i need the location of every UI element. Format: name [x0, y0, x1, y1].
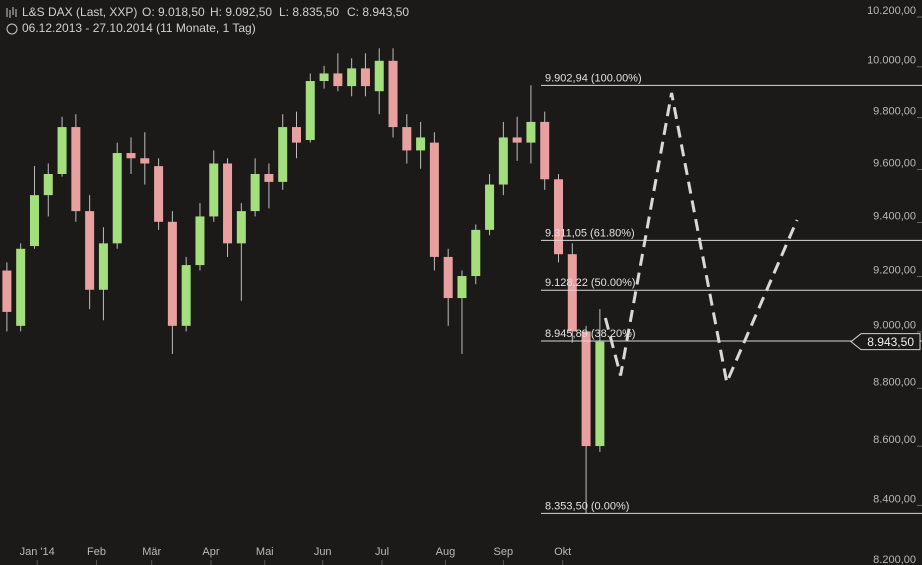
- y-tick-label: 9.000,00: [873, 320, 916, 332]
- candle-body: [416, 137, 426, 151]
- candle-body: [305, 81, 315, 141]
- clock-icon: [6, 23, 18, 35]
- candle-body: [457, 276, 467, 299]
- candle-body: [595, 341, 605, 447]
- candle-body: [85, 211, 95, 290]
- candle-body: [374, 60, 384, 92]
- y-tick-label: 8.200,00: [873, 554, 916, 565]
- y-tick-label: 8.600,00: [873, 434, 916, 446]
- candle-body: [443, 256, 453, 299]
- candle-body: [181, 265, 191, 326]
- y-tick-label: 8.400,00: [873, 493, 916, 505]
- candle-body: [43, 173, 53, 196]
- x-tick-label: Jul: [375, 546, 389, 558]
- ohlc-open: O: 9.018,50: [142, 5, 205, 19]
- x-tick-label: Feb: [87, 546, 106, 558]
- candle-body: [319, 73, 329, 82]
- candle-body: [264, 173, 274, 182]
- x-tick-label: Okt: [554, 546, 571, 558]
- candle-body: [485, 184, 495, 230]
- y-tick-label: 9.600,00: [873, 157, 916, 169]
- projection-line: [603, 92, 799, 388]
- x-tick-label: Aug: [436, 546, 456, 558]
- candle-body: [526, 121, 536, 143]
- ohlc-high: H: 9.092,50: [210, 5, 272, 19]
- x-tick-label: Apr: [202, 546, 219, 558]
- candle-body: [471, 229, 481, 277]
- fib-label: 8.353,50 (0.00%): [545, 500, 629, 512]
- candle-body: [429, 142, 439, 257]
- x-tick-label: Sep: [494, 546, 514, 558]
- candle-body: [540, 121, 550, 180]
- x-tick-label: Jan '14: [20, 546, 55, 558]
- candle-body: [278, 127, 288, 182]
- candle-body: [112, 153, 122, 244]
- x-tick-label: Jun: [314, 546, 332, 558]
- candle-body: [57, 127, 67, 174]
- x-tick-label: Mai: [256, 546, 274, 558]
- candle-body: [567, 254, 577, 332]
- candle-body: [388, 60, 398, 128]
- candle-body: [402, 127, 412, 151]
- candle-body: [498, 137, 508, 185]
- fib-label: 9.902,94 (100.00%): [545, 72, 642, 84]
- candle-body: [167, 221, 177, 326]
- candle-body: [291, 127, 301, 143]
- candle-body: [126, 153, 136, 159]
- candle-body: [140, 158, 150, 164]
- y-tick-label: 9.400,00: [873, 210, 916, 222]
- candle-body: [71, 127, 81, 212]
- candle-body: [16, 248, 26, 326]
- candle-body: [29, 195, 39, 247]
- candle-body: [98, 243, 108, 290]
- candle-body: [154, 166, 164, 222]
- y-tick-label: 10.200,00: [867, 5, 916, 17]
- last-price-marker: [850, 333, 921, 351]
- candle-body: [554, 179, 564, 255]
- candle-body: [581, 331, 591, 447]
- ohlc-close: C: 8.943,50: [347, 5, 409, 19]
- y-tick-label: 9.200,00: [873, 264, 916, 276]
- chart-subtitle: 06.12.2013 - 27.10.2014 (11 Monate, 1 Ta…: [22, 21, 256, 35]
- fib-label: 9.311,05 (61.80%): [545, 227, 635, 239]
- ohlc-low: L: 8.835,50: [279, 5, 339, 19]
- candle-body: [195, 216, 205, 266]
- candle-body: [223, 163, 233, 244]
- candle-body: [333, 73, 343, 87]
- last-price-label: 8.943,50: [867, 335, 914, 349]
- y-tick-label: 10.000,00: [867, 55, 916, 67]
- fib-label: 8.945,89 (38.20%): [545, 328, 636, 340]
- y-tick-label: 8.800,00: [873, 376, 916, 388]
- x-tick-label: Mär: [142, 546, 161, 558]
- candle-body: [250, 173, 260, 212]
- header-icon: [6, 7, 17, 18]
- y-tick-label: 9.800,00: [873, 106, 916, 118]
- candle-body: [512, 137, 522, 143]
- candle-body: [2, 270, 12, 312]
- candle-body: [209, 163, 219, 217]
- fib-label: 9.128,22 (50.00%): [545, 277, 636, 289]
- chart-title: L&S DAX (Last, XXP): [22, 5, 137, 19]
- candle-body: [347, 68, 357, 87]
- candle-body: [236, 211, 246, 244]
- candle-body: [360, 68, 370, 87]
